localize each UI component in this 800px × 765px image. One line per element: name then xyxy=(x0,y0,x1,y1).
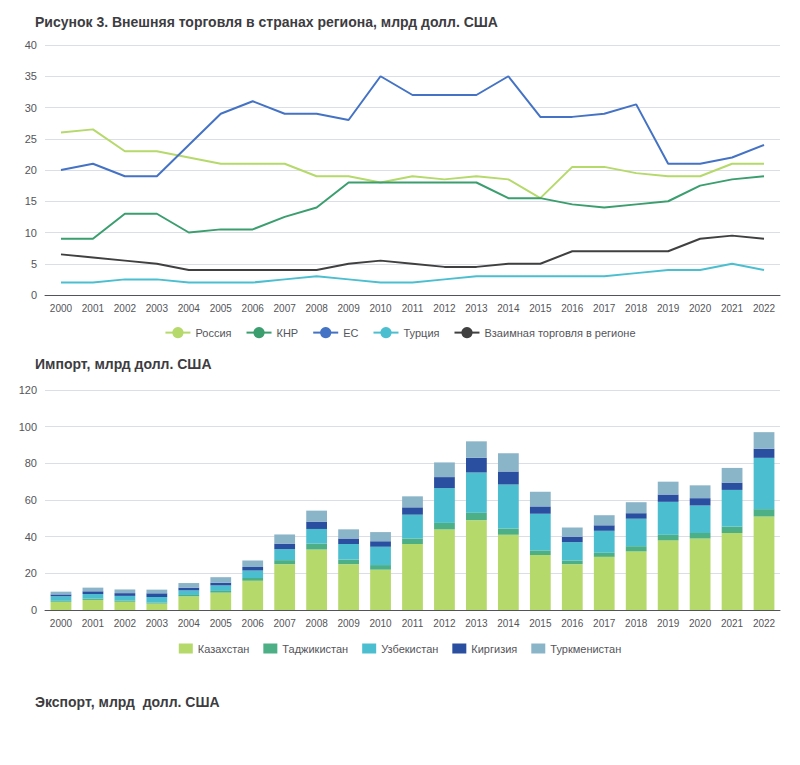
svg-text:25: 25 xyxy=(25,133,37,145)
svg-text:5: 5 xyxy=(31,258,37,270)
svg-text:2011: 2011 xyxy=(402,618,424,629)
svg-text:2000: 2000 xyxy=(50,303,73,314)
svg-text:2021: 2021 xyxy=(721,303,744,314)
svg-text:Таджикистан: Таджикистан xyxy=(282,643,348,655)
svg-text:2002: 2002 xyxy=(114,618,137,629)
svg-text:2022: 2022 xyxy=(753,303,776,314)
svg-text:2007: 2007 xyxy=(274,618,297,629)
svg-text:2003: 2003 xyxy=(146,303,169,314)
svg-text:2004: 2004 xyxy=(178,618,201,629)
svg-text:2017: 2017 xyxy=(593,618,616,629)
svg-text:30: 30 xyxy=(25,102,37,114)
svg-text:60: 60 xyxy=(25,494,37,506)
svg-text:2003: 2003 xyxy=(146,618,169,629)
svg-text:Киргизия: Киргизия xyxy=(471,643,517,655)
svg-text:2016: 2016 xyxy=(561,618,584,629)
svg-text:2009: 2009 xyxy=(337,303,360,314)
svg-text:ЕС: ЕС xyxy=(343,327,358,339)
svg-text:80: 80 xyxy=(25,457,37,469)
svg-text:2002: 2002 xyxy=(114,303,137,314)
svg-text:2014: 2014 xyxy=(497,303,520,314)
svg-text:2021: 2021 xyxy=(721,618,744,629)
svg-text:2001: 2001 xyxy=(82,303,105,314)
svg-text:Импорт, млрд долл. США: Импорт, млрд долл. США xyxy=(35,356,212,372)
svg-text:2013: 2013 xyxy=(465,303,488,314)
svg-text:2010: 2010 xyxy=(369,303,392,314)
svg-text:35: 35 xyxy=(25,70,37,82)
svg-text:0: 0 xyxy=(31,289,37,301)
svg-text:20: 20 xyxy=(25,164,37,176)
svg-text:2019: 2019 xyxy=(657,618,680,629)
svg-text:2014: 2014 xyxy=(497,618,520,629)
svg-text:2015: 2015 xyxy=(529,618,552,629)
svg-text:2004: 2004 xyxy=(178,303,201,314)
svg-text:2001: 2001 xyxy=(82,618,105,629)
svg-text:2012: 2012 xyxy=(433,618,456,629)
svg-text:15: 15 xyxy=(25,195,37,207)
svg-text:20: 20 xyxy=(25,567,37,579)
svg-text:КНР: КНР xyxy=(277,327,299,339)
svg-text:40: 40 xyxy=(25,531,37,543)
svg-text:Казахстан: Казахстан xyxy=(198,643,250,655)
svg-text:2020: 2020 xyxy=(689,618,712,629)
svg-text:2005: 2005 xyxy=(210,618,233,629)
svg-text:2016: 2016 xyxy=(561,303,584,314)
svg-text:10: 10 xyxy=(25,227,37,239)
svg-text:2013: 2013 xyxy=(465,618,488,629)
svg-text:2000: 2000 xyxy=(50,618,73,629)
svg-text:2018: 2018 xyxy=(625,618,648,629)
svg-text:100: 100 xyxy=(19,421,37,433)
svg-text:2019: 2019 xyxy=(657,303,680,314)
svg-text:Туркменистан: Туркменистан xyxy=(550,643,621,655)
svg-text:Рисунок 3. Внешняя торговля в: Рисунок 3. Внешняя торговля в странах ре… xyxy=(35,14,498,30)
svg-text:2008: 2008 xyxy=(306,618,329,629)
svg-text:2017: 2017 xyxy=(593,303,616,314)
svg-text:2008: 2008 xyxy=(306,303,329,314)
svg-text:2010: 2010 xyxy=(369,618,392,629)
svg-text:Взаимная торговля в регионе: Взаимная торговля в регионе xyxy=(484,327,635,339)
svg-text:Узбекистан: Узбекистан xyxy=(381,643,438,655)
svg-text:2011: 2011 xyxy=(402,303,424,314)
svg-text:Экспорт, млрд долл. США: Экспорт, млрд долл. США xyxy=(35,694,220,710)
svg-text:0: 0 xyxy=(31,604,37,616)
svg-text:2015: 2015 xyxy=(529,303,552,314)
svg-text:2007: 2007 xyxy=(274,303,297,314)
svg-text:2006: 2006 xyxy=(242,303,265,314)
svg-text:2020: 2020 xyxy=(689,303,712,314)
svg-text:Турция: Турция xyxy=(403,327,439,339)
svg-text:40: 40 xyxy=(25,39,37,51)
svg-text:2005: 2005 xyxy=(210,303,233,314)
svg-text:Россия: Россия xyxy=(195,327,231,339)
svg-text:120: 120 xyxy=(19,384,37,396)
svg-text:2022: 2022 xyxy=(753,618,776,629)
svg-text:2012: 2012 xyxy=(433,303,456,314)
svg-text:2009: 2009 xyxy=(337,618,360,629)
svg-text:2018: 2018 xyxy=(625,303,648,314)
svg-text:2006: 2006 xyxy=(242,618,265,629)
